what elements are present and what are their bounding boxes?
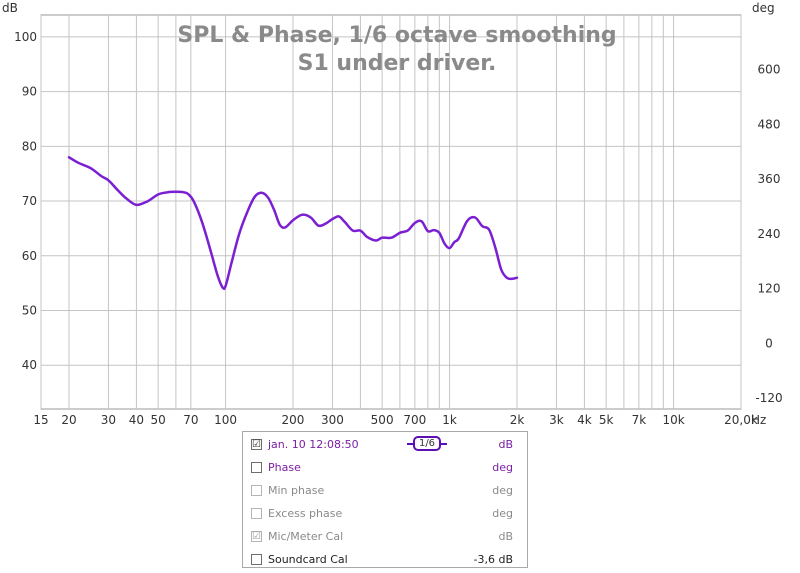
- left-y-axis: 40 50 60 70 80 90 100: [14, 30, 37, 372]
- x-tick-label: 2k: [510, 413, 525, 427]
- chart-title: SPL & Phase, 1/6 octave smoothing: [177, 23, 616, 48]
- y-tick-label: 90: [22, 85, 37, 99]
- right-y-axis: -120 0 120 240 360 480 600: [755, 63, 782, 405]
- legend-row-phase[interactable]: Phase deg: [243, 458, 527, 481]
- spl-trace-line: [67, 156, 519, 291]
- legend-row-mic-cal[interactable]: ☑ Mic/Meter Cal dB: [243, 527, 527, 550]
- x-tick-label: 3k: [549, 413, 564, 427]
- min-phase-checkbox[interactable]: [251, 485, 262, 496]
- legend-row-min-phase[interactable]: Min phase deg: [243, 481, 527, 504]
- x-tick-label: 500: [371, 413, 394, 427]
- legend-row-measurement[interactable]: ☑ jan. 10 12:08:50 1/6 dB: [243, 435, 527, 458]
- x-tick-label: 70: [183, 413, 198, 427]
- x-tick-label: 7k: [632, 413, 647, 427]
- measurement-unit: dB: [498, 438, 513, 451]
- soundcard-cal-checkbox[interactable]: [251, 554, 262, 565]
- chart-subtitle: S1 under driver.: [298, 51, 497, 76]
- x-tick-label: 5k: [599, 413, 614, 427]
- y2-tick-label: -120: [755, 391, 782, 405]
- y2-tick-label: 120: [758, 282, 781, 296]
- x-tick-label: 30: [101, 413, 116, 427]
- x-tick-label: 700: [403, 413, 426, 427]
- y-tick-label: 70: [22, 194, 37, 208]
- legend-row-soundcard-cal[interactable]: Soundcard Cal -3,6 dB: [243, 550, 527, 573]
- spl-phase-chart[interactable]: 40 50 60 70 80 90 100 -120 0 120 240 360 480 600 15 2…: [0, 0, 800, 430]
- y2-tick-label: 360: [758, 172, 781, 186]
- x-tick-label: 300: [321, 413, 344, 427]
- excess-phase-label: Excess phase: [268, 507, 343, 520]
- x-axis: 15 20 30 40 50 70 100 200 300 500 700 1k 2k 3k 4k 5k 7k 1…: [33, 413, 758, 427]
- series-group: [67, 156, 519, 291]
- mic-cal-unit: dB: [498, 530, 513, 543]
- x-tick-label: 15: [33, 413, 48, 427]
- excess-phase-unit: deg: [492, 507, 513, 520]
- x-tick-label: 20,0k: [724, 413, 758, 427]
- legend-panel: ☑ jan. 10 12:08:50 1/6 dB Phase deg Min …: [242, 431, 528, 568]
- x-tick-label: 1k: [442, 413, 457, 427]
- y-tick-label: 80: [22, 139, 37, 153]
- y2-tick-label: 600: [758, 63, 781, 77]
- x-tick-label: 200: [282, 413, 305, 427]
- smoothing-badge[interactable]: 1/6: [413, 436, 441, 451]
- measurement-checkbox[interactable]: ☑: [251, 439, 262, 450]
- legend-row-excess-phase[interactable]: Excess phase deg: [243, 504, 527, 527]
- y-tick-label: 60: [22, 249, 37, 263]
- min-phase-unit: deg: [492, 484, 513, 497]
- phase-checkbox[interactable]: [251, 462, 262, 473]
- y2-tick-label: 0: [765, 336, 773, 350]
- x-tick-label: 4k: [577, 413, 592, 427]
- y-tick-label: 50: [22, 304, 37, 318]
- mic-cal-checkbox[interactable]: ☑: [251, 531, 262, 542]
- y-tick-label: 100: [14, 30, 37, 44]
- y-tick-label: 40: [22, 358, 37, 372]
- x-tick-label: 20: [61, 413, 76, 427]
- right-axis-unit: deg: [752, 1, 775, 15]
- y2-tick-label: 240: [758, 227, 781, 241]
- grid-lines: [40, 15, 742, 409]
- mic-cal-label: Mic/Meter Cal: [268, 530, 344, 543]
- measurement-label: jan. 10 12:08:50: [268, 438, 359, 451]
- min-phase-label: Min phase: [268, 484, 325, 497]
- x-tick-label: 100: [214, 413, 237, 427]
- soundcard-cal-unit: -3,6 dB: [473, 553, 514, 566]
- y2-tick-label: 480: [758, 117, 781, 131]
- x-tick-label: 10k: [662, 413, 684, 427]
- x-tick-label: 40: [129, 413, 144, 427]
- left-axis-unit: dB: [2, 1, 18, 15]
- excess-phase-checkbox[interactable]: [251, 508, 262, 519]
- phase-label: Phase: [268, 461, 301, 474]
- x-axis-unit: Hz: [751, 413, 766, 427]
- soundcard-cal-label: Soundcard Cal: [268, 553, 348, 566]
- phase-unit: deg: [492, 461, 513, 474]
- x-tick-label: 50: [150, 413, 165, 427]
